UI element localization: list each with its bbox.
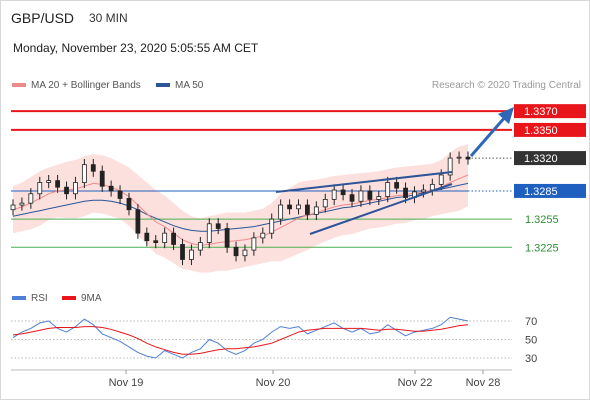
candle-body: [73, 182, 78, 195]
candle-body: [376, 196, 382, 200]
legend-9ma-label: 9MA: [81, 293, 102, 304]
candle-body: [367, 190, 373, 200]
legend-ma20-bollinger: MA 20 + Bollinger Bands: [12, 80, 141, 91]
candle-body: [135, 209, 141, 234]
candle-body: [90, 164, 96, 172]
candle-body: [108, 185, 114, 192]
candle-body: [37, 182, 43, 195]
candle-body: [287, 204, 292, 210]
x-tick-label: Nov 20: [256, 377, 291, 389]
candle-body: [296, 204, 301, 210]
lower-trendline: [309, 183, 453, 235]
candle-body: [465, 156, 471, 160]
candle-body: [394, 182, 400, 189]
rsi-tick-label: 30: [525, 353, 537, 365]
candle-body: [251, 237, 257, 251]
legend-ma50: MA 50: [156, 80, 203, 91]
upper-trendline: [275, 171, 453, 193]
candle-body: [46, 180, 52, 183]
candle-body: [340, 189, 346, 196]
pivot-level-badge: [514, 183, 586, 198]
candle-body: [242, 249, 248, 257]
candle-body: [260, 232, 266, 239]
candle-body: [331, 189, 337, 200]
candle-body: [144, 232, 150, 242]
candle-body: [81, 164, 87, 183]
legend-ma20-label: MA 20 + Bollinger Bands: [31, 80, 141, 91]
candle-body: [224, 228, 230, 248]
candle-body: [64, 186, 69, 195]
candle-body: [233, 246, 239, 257]
candle-body: [189, 249, 194, 260]
candle-body: [438, 174, 444, 185]
resistance-level-badge: [514, 122, 586, 137]
candle-body: [313, 206, 319, 215]
candle-body: [180, 244, 185, 260]
projection-arrow-shaft: [469, 115, 508, 157]
last-level-label: 1.3320: [524, 153, 558, 165]
candle-body: [171, 232, 176, 245]
candle-body: [322, 198, 328, 208]
legend-rsi-label: RSI: [31, 293, 48, 304]
rsi-swatch: [12, 296, 26, 301]
candle-body: [126, 198, 132, 211]
chart-datetime: Monday, November 23, 2020 5:05:55 AM CET: [13, 41, 259, 55]
x-tick-label: Nov 28: [466, 377, 501, 389]
ma9-swatch: [62, 296, 76, 301]
candle-body: [215, 223, 221, 229]
ma50-line: [12, 182, 469, 232]
support-level-label: 1.3225: [525, 242, 559, 254]
research-credit: Research © 2020 Trading Central: [431, 80, 581, 91]
x-tick-label: Nov 19: [109, 377, 144, 389]
x-tick-label: Nov 22: [398, 377, 433, 389]
rsi-tick-label: 50: [525, 335, 537, 347]
candle-body: [162, 232, 168, 243]
projection-arrow-head: [498, 107, 514, 124]
legend-rsi: RSI: [12, 293, 48, 304]
candle-body: [117, 190, 123, 199]
candle-body: [358, 190, 364, 202]
resistance-level-badge: [514, 104, 586, 119]
candle-body: [55, 180, 61, 188]
candlesticks: [10, 151, 471, 266]
candle-body: [385, 182, 391, 197]
ma50-swatch: [156, 83, 170, 88]
support-level-label: 1.3255: [525, 214, 559, 226]
ma20-swatch: [12, 83, 26, 88]
resistance-level-label: 1.3370: [524, 106, 558, 118]
legend-ma50-label: MA 50: [175, 80, 204, 91]
candle-body: [305, 204, 310, 215]
rsi-tick-label: 70: [525, 316, 537, 328]
ma20-line: [12, 174, 469, 246]
resistance-level-label: 1.3350: [524, 125, 558, 137]
candle-body: [349, 194, 355, 202]
candle-body: [456, 156, 462, 159]
candle-body: [19, 202, 25, 206]
candle-body: [278, 204, 284, 220]
candle-body: [28, 193, 34, 204]
candle-body: [197, 242, 203, 251]
last-level-badge: [514, 151, 586, 166]
instrument-symbol: GBP/USD: [11, 10, 75, 26]
candle-body: [420, 189, 426, 193]
chart-period: 30 MIN: [89, 11, 128, 25]
candle-body: [447, 157, 453, 176]
legend-9ma: 9MA: [62, 293, 102, 304]
rsi-line: [12, 316, 469, 359]
candle-body: [153, 240, 159, 243]
candle-body: [269, 218, 275, 234]
candle-body: [429, 183, 435, 191]
bollinger-band-area: [13, 144, 468, 273]
candle-body: [206, 223, 212, 243]
rsi-9ma-line: [12, 324, 469, 355]
candle-body: [99, 170, 105, 187]
candle-body: [403, 187, 408, 198]
pivot-level-label: 1.3285: [524, 186, 558, 198]
candle-body: [10, 204, 16, 211]
